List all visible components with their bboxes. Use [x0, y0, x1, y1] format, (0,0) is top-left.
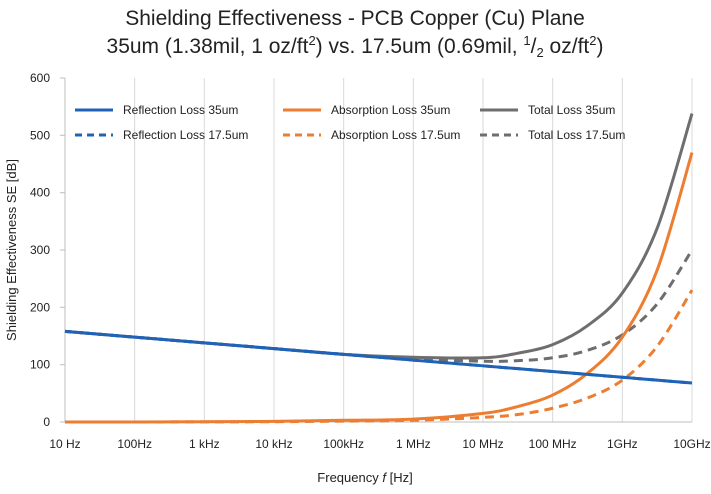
- legend-item: Reflection Loss 17.5um: [75, 128, 248, 142]
- y-axis-title: Shielding Effectiveness SE [dB]: [4, 159, 19, 341]
- y-tick-label: 300: [30, 243, 50, 257]
- x-axis-title: Frequency f [Hz]: [317, 470, 412, 485]
- y-tick-label: 400: [30, 186, 50, 200]
- title-line2-frac-sep: /: [531, 35, 537, 58]
- chart-title-line2: 35um (1.38mil, 1 oz/ft2) vs. 17.5um (0.6…: [107, 33, 604, 60]
- y-tick-label: 100: [30, 358, 50, 372]
- x-tick-label: 100Hz: [117, 437, 152, 451]
- title-line2-sup1: 2: [308, 33, 315, 48]
- series-line-absorption-loss-35um: [64, 152, 694, 424]
- title-line2-end: ): [596, 35, 603, 58]
- legend: Reflection Loss 35um Absorption Loss 35um…: [75, 103, 625, 142]
- x-tick-label: 10 kHz: [255, 437, 292, 451]
- x-tick-label: 10GHz: [673, 437, 710, 451]
- legend-item: Absorption Loss 17.5um: [283, 128, 460, 142]
- legend-item: Total Loss 35um: [480, 103, 615, 117]
- title-line2-frac-num: 1: [523, 33, 530, 48]
- title-line2-sup2: 2: [589, 33, 596, 48]
- x-tick-label: 1GHz: [607, 437, 638, 451]
- x-tick-labels: 10 Hz 100Hz 1 kHz 10 kHz 100kHz 1 MHz 10 MHz 10…: [49, 437, 710, 451]
- legend-label: Absorption Loss 35um: [331, 103, 450, 117]
- legend-label: Reflection Loss 35um: [123, 103, 238, 117]
- title-line2-suffix: oz/ft: [544, 35, 590, 58]
- y-tick-label: 500: [30, 128, 50, 142]
- x-axis-title-suffix: [Hz]: [386, 470, 413, 485]
- y-tick-labels: 0 100 200 300 400 500 600: [30, 71, 50, 429]
- legend-item: Reflection Loss 35um: [75, 103, 238, 117]
- x-tick-label: 100 MHz: [529, 437, 577, 451]
- legend-label: Reflection Loss 17.5um: [123, 128, 248, 142]
- legend-item: Absorption Loss 35um: [283, 103, 450, 117]
- x-tick-label: 1 MHz: [396, 437, 431, 451]
- y-tick-label: 0: [43, 415, 50, 429]
- chart-title-line1: Shielding Effectiveness - PCB Copper (Cu…: [125, 7, 585, 30]
- title-line2-middle: ) vs. 17.5um (0.69mil,: [316, 35, 524, 58]
- x-axis-title-prefix: Frequency: [317, 470, 382, 485]
- title-line2-prefix: 35um (1.38mil, 1 oz/ft: [107, 35, 309, 58]
- legend-label: Absorption Loss 17.5um: [331, 128, 460, 142]
- data-series: [64, 113, 694, 424]
- y-tick-label: 200: [30, 300, 50, 314]
- x-tick-label: 10 MHz: [462, 437, 503, 451]
- legend-label: Total Loss 35um: [528, 103, 615, 117]
- x-axis-title-symbol: f: [382, 470, 387, 485]
- title-line2-frac-den: 2: [536, 45, 543, 60]
- x-tick-label: 10 Hz: [49, 437, 80, 451]
- legend-item: Total Loss 17.5um: [480, 128, 625, 142]
- x-tick-label: 100kHz: [323, 437, 364, 451]
- y-tick-label: 600: [30, 71, 50, 85]
- x-tick-label: 1 kHz: [189, 437, 220, 451]
- series-line-reflection-loss-35um: [64, 329, 693, 385]
- legend-label: Total Loss 17.5um: [528, 128, 625, 142]
